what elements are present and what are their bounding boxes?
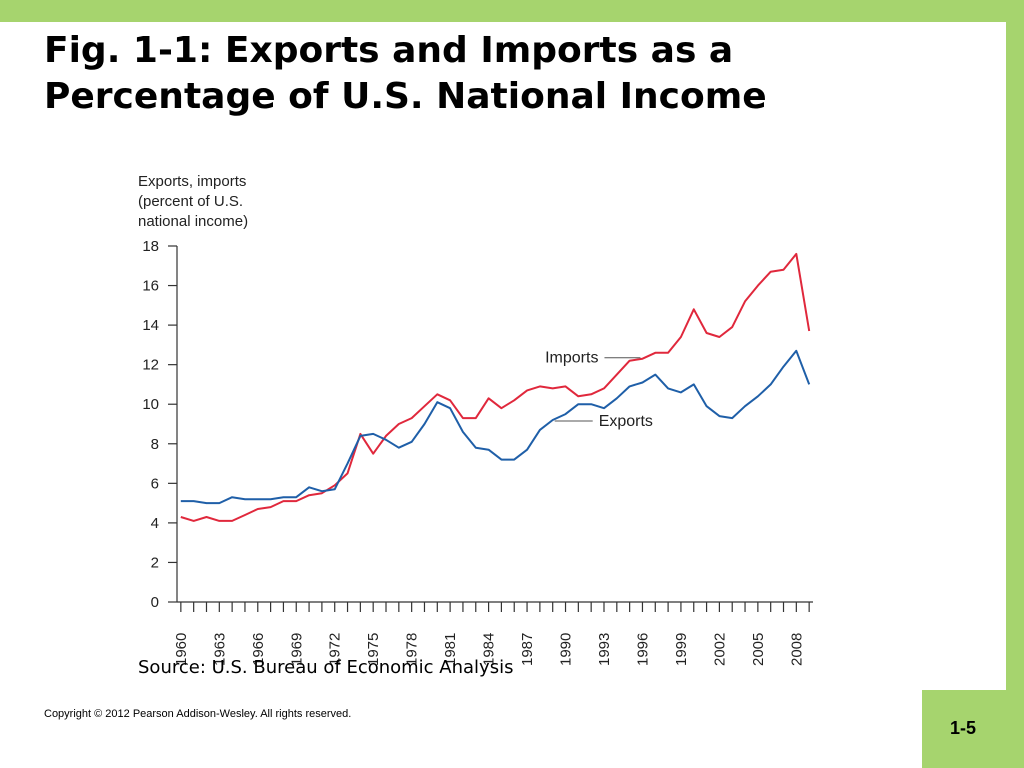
x-tick-label: 2002 bbox=[711, 633, 728, 666]
y-axis-label-line-1: Exports, imports bbox=[138, 173, 246, 190]
x-tick-label: 1969 bbox=[288, 633, 305, 666]
series-line-imports bbox=[180, 252, 811, 522]
y-axis-label-line-2: (percent of U.S. bbox=[138, 193, 243, 210]
x-tick-label: 1960 bbox=[173, 633, 190, 666]
page-number-box bbox=[922, 690, 1024, 768]
x-tick-label: 1987 bbox=[519, 633, 536, 666]
slide-panel bbox=[0, 22, 1006, 768]
y-tick-label: 18 bbox=[142, 238, 159, 255]
y-tick-label: 6 bbox=[151, 475, 159, 492]
x-tick-label: 1978 bbox=[404, 633, 421, 666]
y-tick-label: 10 bbox=[142, 396, 159, 413]
line-chart: Exports, imports (percent of U.S. national… bbox=[138, 173, 813, 666]
x-tick-label: 1999 bbox=[673, 633, 690, 666]
page-number: 1-5 bbox=[950, 718, 977, 738]
y-axis: 0 2 4 6 8 10 12 14 16 18 bbox=[142, 238, 178, 611]
x-tick-label: 1975 bbox=[365, 633, 382, 666]
y-tick-label: 2 bbox=[151, 554, 159, 571]
series-line-exports bbox=[180, 349, 811, 505]
y-axis-label: Exports, imports (percent of U.S. national… bbox=[138, 173, 248, 230]
x-tick-label: 2008 bbox=[788, 633, 805, 666]
series-annotations: Imports Exports bbox=[545, 350, 653, 430]
x-tick-label: 2005 bbox=[750, 633, 767, 666]
slide-title: Fig. 1-1: Exports and Imports as a Perce… bbox=[44, 28, 944, 120]
annotation-label-exports: Exports bbox=[599, 413, 653, 430]
y-tick-label: 14 bbox=[142, 317, 159, 334]
x-tick-label: 1996 bbox=[634, 633, 651, 666]
y-tick-label: 16 bbox=[142, 278, 159, 295]
slide-title-line-1: Fig. 1-1: Exports and Imports as a bbox=[44, 30, 734, 71]
y-tick-label: 0 bbox=[151, 594, 159, 611]
series-lines bbox=[180, 252, 811, 522]
x-tick-label: 1966 bbox=[250, 633, 267, 666]
y-tick-label: 12 bbox=[142, 357, 159, 374]
x-tick-label: 1993 bbox=[596, 633, 613, 666]
x-tick-label: 1972 bbox=[327, 633, 344, 666]
slide-title-line-2: Percentage of U.S. National Income bbox=[44, 76, 767, 117]
x-tick-label: 1984 bbox=[481, 633, 498, 666]
x-axis: 1960 1963 1966 1969 1972 1975 1978 1981 1984 1987… bbox=[173, 601, 813, 666]
y-tick-label: 4 bbox=[151, 515, 159, 532]
top-accent-bar bbox=[0, 0, 1024, 22]
source-note: Source: U.S. Bureau of Economic Analysis bbox=[138, 657, 514, 678]
x-tick-label: 1981 bbox=[442, 633, 459, 666]
x-tick-label: 1963 bbox=[211, 633, 228, 666]
copyright-notice: Copyright © 2012 Pearson Addison-Wesley.… bbox=[44, 708, 352, 720]
annotation-label-imports: Imports bbox=[545, 350, 598, 367]
x-tick-label: 1990 bbox=[558, 633, 575, 666]
y-axis-label-line-3: national income) bbox=[138, 213, 248, 230]
y-tick-label: 8 bbox=[151, 436, 159, 453]
